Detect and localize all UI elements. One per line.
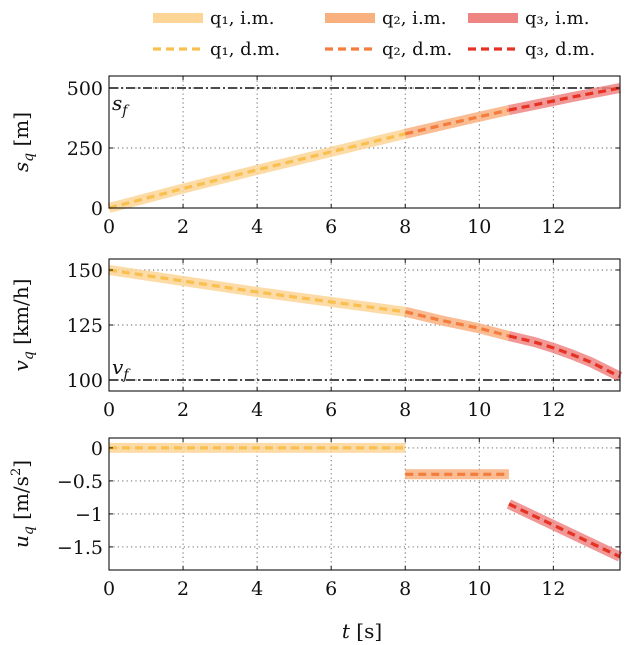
axes-frame bbox=[108, 437, 621, 571]
legend-entry-q1-d-m: q₁, d.m. bbox=[153, 39, 280, 60]
x-tick-label: 10 bbox=[467, 578, 491, 600]
x-tick-label: 10 bbox=[467, 399, 491, 421]
series-q1-dm bbox=[108, 268, 406, 314]
x-tick-label: 12 bbox=[541, 399, 565, 421]
legend-entry-q2-d-m: q₂, d.m. bbox=[325, 39, 452, 60]
panel-acceleration: 0 2 4 6 8 10 12 0 −0.5 −1 −1.5 uq [m/s2] bbox=[9, 437, 623, 600]
x-tick-label: 4 bbox=[251, 399, 263, 421]
x-tick-label: 2 bbox=[177, 216, 189, 238]
legend-entry-q3-i-m: q₃, i.m. bbox=[468, 8, 589, 29]
x-axis-label: t [s] bbox=[342, 619, 382, 643]
x-tick-label: 2 bbox=[177, 399, 189, 421]
x-tick-label: 8 bbox=[399, 399, 411, 421]
legend-entry-q2-i-m: q₂, i.m. bbox=[325, 8, 446, 29]
x-tick-label: 0 bbox=[103, 578, 115, 600]
legend-entry-q1-i-m: q₁, i.m. bbox=[153, 8, 274, 29]
panel-velocity: vf 0 2 4 6 8 10 12 100 125 150 vq [km/h] bbox=[9, 258, 623, 421]
y-tick-label: 0 bbox=[91, 438, 103, 460]
y-tick-label: −1 bbox=[75, 504, 103, 526]
series-q1-dm bbox=[108, 132, 406, 210]
y-axis-label: uq [m/s2] bbox=[9, 460, 37, 548]
x-tick-label: 10 bbox=[467, 216, 491, 238]
legend-label: q₂, i.m. bbox=[382, 8, 446, 29]
axes-frame bbox=[108, 75, 621, 209]
legend-label: q₂, d.m. bbox=[382, 39, 452, 60]
series-q2-dm bbox=[404, 310, 510, 338]
x-tick-label: 2 bbox=[177, 578, 189, 600]
legend-label: q₃, i.m. bbox=[525, 8, 589, 29]
reference-label: vf bbox=[112, 355, 131, 383]
x-tick-label: 12 bbox=[541, 578, 565, 600]
x-tick-label: 0 bbox=[103, 399, 115, 421]
y-tick-label: −0.5 bbox=[57, 471, 103, 493]
legend-label: q₃, d.m. bbox=[525, 39, 595, 60]
series-q3-dm bbox=[508, 86, 621, 112]
series-q3-dm bbox=[508, 334, 621, 379]
x-tick-label: 6 bbox=[325, 216, 337, 238]
x-tick-label: 12 bbox=[541, 216, 565, 238]
panel-position: sf 0 2 4 6 8 10 12 0 250 500 sq [m] bbox=[9, 75, 621, 238]
y-axis-label: vq [km/h] bbox=[9, 279, 37, 372]
x-tick-label: 8 bbox=[399, 578, 411, 600]
series-q3-dm bbox=[508, 502, 621, 559]
series-q2-dm bbox=[404, 108, 510, 136]
y-tick-label: 150 bbox=[67, 260, 103, 282]
y-tick-label: 500 bbox=[67, 78, 103, 100]
x-tick-label: 4 bbox=[251, 578, 263, 600]
y-tick-label: −1.5 bbox=[57, 537, 103, 559]
legend-label: q₁, i.m. bbox=[210, 8, 274, 29]
reference-label: sf bbox=[112, 91, 130, 119]
legend: q₁, i.m. q₂, i.m. q₃, i.m. q₁, d.m. q₂, d.m.… bbox=[153, 8, 595, 60]
grid bbox=[109, 438, 620, 570]
legend-entry-q3-d-m: q₃, d.m. bbox=[468, 39, 595, 60]
legend-label: q₁, d.m. bbox=[210, 39, 280, 60]
x-tick-label: 6 bbox=[325, 578, 337, 600]
x-tick-label: 6 bbox=[325, 399, 337, 421]
series-q3-im bbox=[507, 331, 623, 382]
y-tick-label: 100 bbox=[67, 370, 103, 392]
x-tick-label: 4 bbox=[251, 216, 263, 238]
y-axis-label: sq [m] bbox=[9, 112, 37, 172]
y-tick-label: 250 bbox=[67, 138, 103, 160]
x-tick-label: 8 bbox=[399, 216, 411, 238]
y-tick-label: 0 bbox=[91, 198, 103, 220]
y-tick-label: 125 bbox=[67, 315, 103, 337]
x-tick-label: 0 bbox=[103, 216, 115, 238]
